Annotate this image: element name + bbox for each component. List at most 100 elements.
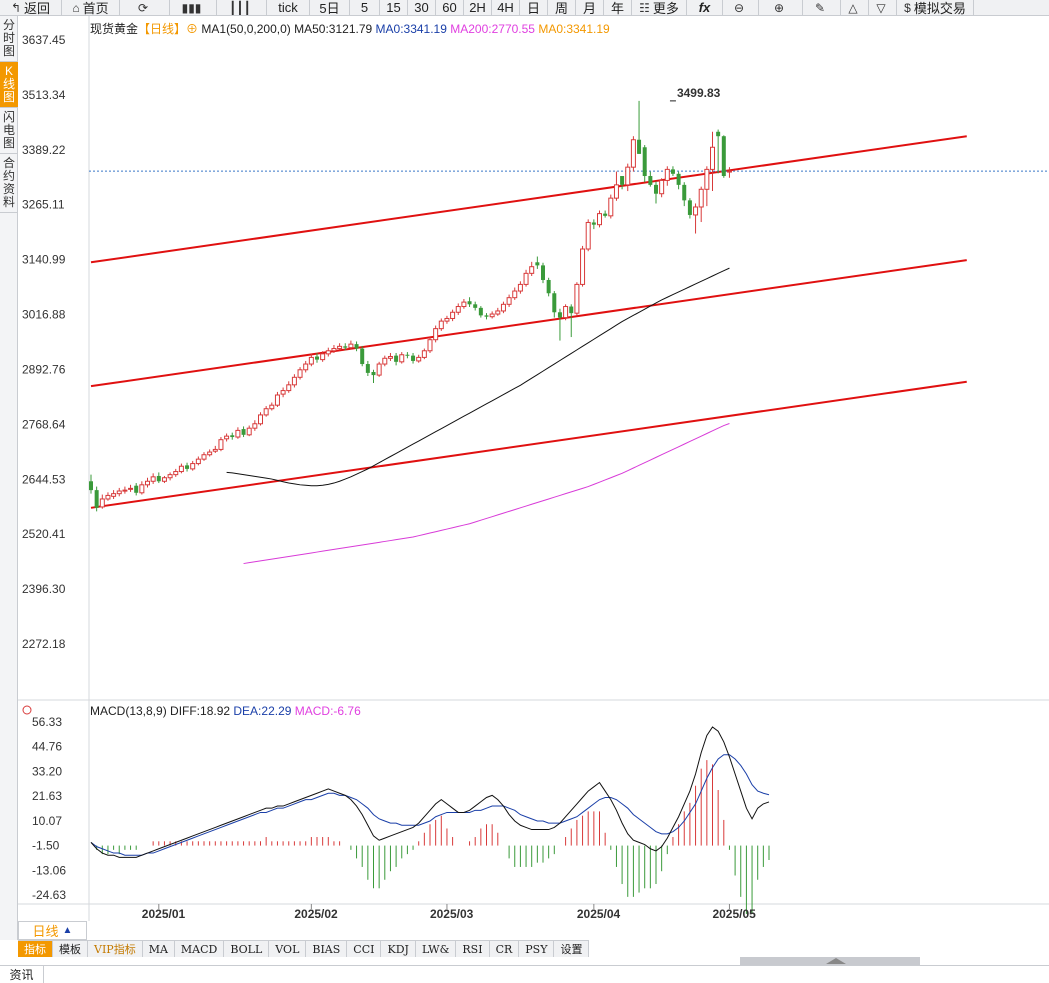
indicator-tab-4[interactable]: MACD — [175, 941, 225, 957]
toolbar-item-20[interactable]: ⊕ — [759, 0, 803, 15]
toolbar: ↰ 返回 ⌂ 首页 ⟳ ▮▮▮ ┃┃┃ tick 5日 5 15 30 60 2H 4H 日周月年 ☷ 更多 fx ⊖… — [0, 0, 1049, 16]
price-tick-label: 3513.34 — [22, 88, 66, 102]
candle-body — [506, 297, 512, 305]
period-selector[interactable]: 日线 ▲ — [18, 921, 87, 940]
macd-tick-label: 33.20 — [32, 764, 62, 778]
indicator-tab-12[interactable]: CR — [490, 941, 520, 957]
toolbar-item-3[interactable]: ▮▮▮ — [170, 0, 217, 15]
candle-body — [178, 465, 184, 473]
candle-body — [563, 306, 569, 319]
toolbar-item-label: 30 — [414, 0, 429, 15]
candle-body — [461, 301, 467, 308]
toolbar-item-9[interactable]: 30 — [408, 0, 436, 15]
indicator-tab-0[interactable]: 指标 — [18, 941, 53, 957]
toolbar-item-11[interactable]: 2H — [464, 0, 492, 15]
toolbar-item-4[interactable]: ┃┃┃ — [217, 0, 267, 15]
indicator-tab-3[interactable]: MA — [143, 941, 175, 957]
high-price-label: 3499.83 — [677, 86, 721, 100]
toolbar-item-18[interactable]: fx — [687, 0, 723, 15]
trendline-2[interactable] — [90, 380, 967, 509]
toolbar-item-7[interactable]: 5 — [350, 0, 380, 15]
scroll-grip-icon — [826, 958, 846, 964]
trendline-0[interactable] — [90, 135, 967, 264]
toolbar-item-0[interactable]: ↰ 返回 — [0, 0, 62, 15]
indicator-tab-8[interactable]: CCI — [347, 941, 382, 957]
toolbar-item-19[interactable]: ⊖ — [723, 0, 759, 15]
candle-body — [212, 448, 218, 452]
home-icon: ⌂ — [72, 0, 80, 15]
candle-body — [682, 184, 687, 201]
indicator-tab-13[interactable]: PSY — [519, 941, 555, 957]
sidebar-tab-3[interactable]: 合约资料 — [0, 154, 18, 213]
indicator-tab-7[interactable]: BIAS — [306, 941, 348, 957]
candle-body — [659, 179, 665, 195]
legend-ma0b: MA0:3341.19 — [535, 22, 610, 36]
toolbar-item-12[interactable]: 4H — [492, 0, 520, 15]
toolbar-item-17[interactable]: ☷ 更多 — [632, 0, 687, 15]
candle-body — [360, 348, 365, 365]
indicator-tab-14[interactable]: 设置 — [554, 941, 590, 957]
toolbar-item-label: 月 — [582, 1, 596, 16]
toolbar-item-2[interactable]: ⟳ — [120, 0, 170, 15]
indicator-tab-bar: 指标 模板 VIP指标 MA MACD BOLL VOL BIAS CCI KDJ LW& RSI CR… — [18, 940, 590, 957]
candle-body — [111, 493, 117, 497]
candle-body — [337, 345, 343, 350]
toolbar-item-21[interactable]: ✎ — [803, 0, 841, 15]
indicator-tab-1[interactable]: 模板 — [53, 941, 88, 957]
price-tick-label: 3140.99 — [22, 253, 66, 267]
indicator-tab-9[interactable]: KDJ — [381, 941, 416, 957]
macd-tick-label: 56.33 — [32, 715, 62, 729]
sidebar-tab-1[interactable]: K线图 — [0, 62, 18, 108]
indicator-tab-6[interactable]: VOL — [269, 941, 307, 957]
candle-body — [185, 465, 190, 469]
toolbar-item-label: 日 — [526, 1, 540, 16]
candle-body — [529, 266, 535, 274]
toolbar-item-label: tick — [278, 0, 298, 15]
price-tick-label: 3265.11 — [22, 198, 65, 212]
candle-body — [704, 168, 710, 190]
toolbar-item-label: 模拟交易 — [913, 1, 966, 16]
indicator-tab-11[interactable]: RSI — [456, 941, 490, 957]
candle-body — [450, 311, 456, 319]
toolbar-item-6[interactable]: 5日 — [310, 0, 350, 15]
toolbar-item-8[interactable]: 15 — [380, 0, 408, 15]
candle-body — [535, 262, 540, 266]
toolbar-item-5[interactable]: tick — [267, 0, 310, 15]
candle-body — [670, 169, 675, 174]
toolbar-item-24[interactable]: $ 模拟交易 — [897, 0, 974, 16]
candle-body — [546, 279, 551, 294]
macd-legend-dea: DEA:22.29 — [230, 704, 292, 718]
horizontal-scrollbar[interactable] — [18, 957, 1049, 965]
candle-body — [235, 429, 241, 438]
toolbar-item-1[interactable]: ⌂ 首页 — [62, 0, 120, 15]
indicator-tab-10[interactable]: LW& — [416, 941, 457, 957]
candle-body — [94, 490, 99, 508]
toolbar-item-23[interactable]: ▽ — [869, 0, 897, 15]
trendline-1[interactable] — [90, 259, 967, 388]
news-tab[interactable]: 资讯 — [0, 966, 44, 983]
toolbar-item-14[interactable]: 周 — [548, 0, 576, 15]
gear-icon[interactable] — [22, 705, 32, 715]
candle-body — [394, 355, 399, 362]
toolbar-item-22[interactable]: △ — [841, 0, 869, 15]
sidebar-tab-0[interactable]: 分时图 — [0, 16, 18, 62]
candle-body — [698, 188, 704, 208]
candle-body — [478, 307, 483, 316]
sidebar-tab-2[interactable]: 闪电图 — [0, 108, 18, 154]
indicator-tab-5[interactable]: BOLL — [224, 941, 270, 957]
candle-body — [500, 303, 506, 312]
chart-area[interactable]: 3637.45 3513.34 3389.22 3265.11 3140.99 3016.… — [18, 16, 1049, 921]
candle-body — [552, 293, 557, 313]
toolbar-item-13[interactable]: 日 — [520, 0, 548, 16]
candle-body — [320, 353, 326, 361]
candle-body — [421, 350, 427, 358]
candle-body — [603, 213, 608, 216]
toolbar-item-16[interactable]: 年 — [604, 0, 632, 15]
candle-body — [343, 346, 348, 348]
toolbar-item-15[interactable]: 月 — [576, 0, 604, 16]
toolbar-item-10[interactable]: 60 — [436, 0, 464, 15]
zoom-out-icon: ⊖ — [733, 0, 745, 15]
ma50-line — [226, 267, 730, 487]
main-legend: 现货黄金【日线】⊕ MA1(50,0,200,0) MA50:3121.79 M… — [90, 21, 610, 36]
indicator-tab-2[interactable]: VIP指标 — [88, 941, 143, 957]
